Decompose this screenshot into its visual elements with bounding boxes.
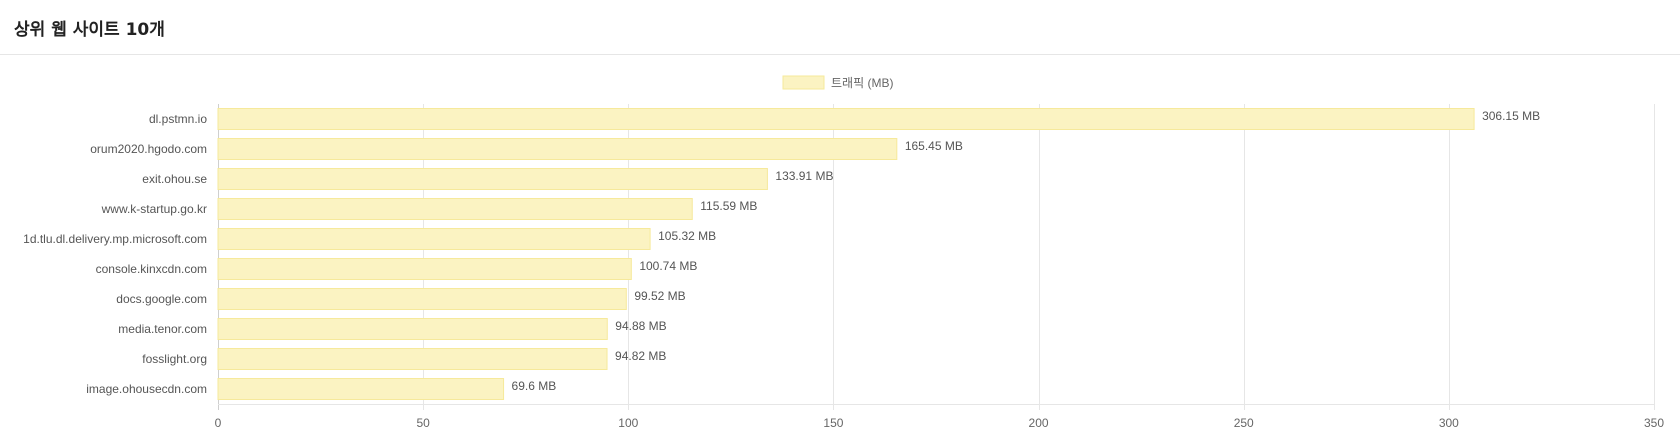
bar[interactable]: [217, 288, 627, 310]
y-tick-label: 1d.tlu.dl.delivery.mp.microsoft.com: [23, 232, 207, 246]
y-tick-label: orum2020.hgodo.com: [90, 142, 207, 156]
data-label: 100.74 MB: [639, 259, 697, 273]
x-tick-label: 150: [823, 416, 843, 430]
x-tick-label: 350: [1644, 416, 1664, 430]
data-label: 306.15 MB: [1482, 109, 1540, 123]
chart-container: 트래픽 (MB) dl.pstmn.io orum2020.hgodo.com ex…: [0, 55, 1680, 443]
data-label: 69.6 MB: [512, 379, 557, 393]
y-tick-label: console.kinxcdn.com: [96, 262, 207, 276]
bar[interactable]: [217, 378, 505, 400]
bar[interactable]: [217, 198, 693, 220]
bar[interactable]: [217, 258, 632, 280]
x-tick-label: 0: [215, 416, 222, 430]
y-tick-label: media.tenor.com: [118, 322, 207, 336]
data-label: 165.45 MB: [905, 139, 963, 153]
y-tick-label: www.k-startup.go.kr: [101, 202, 207, 216]
y-tick-label: image.ohousecdn.com: [86, 382, 207, 396]
y-tick-label: dl.pstmn.io: [149, 112, 207, 126]
bar[interactable]: [217, 138, 898, 160]
x-tick-label: 250: [1234, 416, 1254, 430]
panel-title: 상위 웹 사이트 10개: [14, 19, 165, 40]
legend[interactable]: 트래픽 (MB): [782, 75, 893, 90]
y-tick-label: docs.google.com: [116, 292, 207, 306]
bar[interactable]: [217, 168, 768, 190]
data-label: 133.91 MB: [775, 169, 833, 183]
panel-header: 상위 웹 사이트 10개: [0, 0, 1680, 55]
y-tick-label: exit.ohou.se: [142, 172, 207, 186]
legend-swatch: [782, 75, 825, 90]
data-label: 115.59 MB: [700, 199, 757, 213]
x-tick-label: 200: [1029, 416, 1049, 430]
x-axis-labels: 0 50 100 150 200 250 300 350: [215, 416, 1665, 430]
bar[interactable]: [217, 228, 651, 250]
data-label: 94.82 MB: [615, 349, 666, 363]
y-axis-labels: dl.pstmn.io orum2020.hgodo.com exit.ohou.s…: [23, 112, 207, 396]
x-tick-label: 100: [618, 416, 638, 430]
data-label: 99.52 MB: [634, 289, 685, 303]
x-tick-label: 300: [1439, 416, 1459, 430]
bar[interactable]: [217, 108, 1475, 130]
legend-label: 트래픽 (MB): [831, 76, 893, 90]
bars: [217, 108, 1475, 400]
data-label: 94.88 MB: [615, 319, 666, 333]
data-label: 105.32 MB: [658, 229, 716, 243]
x-tick-label: 50: [416, 416, 430, 430]
bar-chart: 트래픽 (MB) dl.pstmn.io orum2020.hgodo.com ex…: [23, 75, 1665, 430]
data-labels: 306.15 MB 165.45 MB 133.91 MB 115.59 MB 105.…: [512, 109, 1541, 393]
y-tick-label: fosslight.org: [142, 352, 207, 366]
bar[interactable]: [217, 318, 608, 340]
bar[interactable]: [217, 348, 608, 370]
